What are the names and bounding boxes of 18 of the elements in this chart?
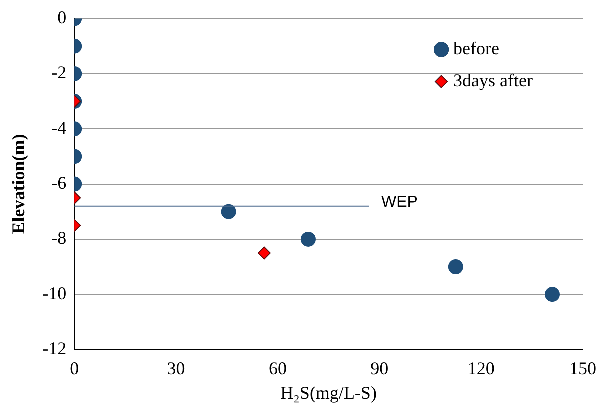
x-tick-label: 150 xyxy=(570,358,596,378)
x-tick-label: 90 xyxy=(370,358,389,378)
y-tick-label: -10 xyxy=(42,283,67,304)
y-tick-label: -4 xyxy=(52,118,67,138)
legend-label: 3days after xyxy=(454,70,534,91)
x-tick-label: 30 xyxy=(167,358,186,378)
y-tick-label: -6 xyxy=(52,173,67,194)
y-tick-label: -12 xyxy=(42,338,67,359)
y-tick-label: -2 xyxy=(52,62,67,83)
y-axis-title: Elevation(m) xyxy=(8,134,28,234)
x-tick-label: 60 xyxy=(268,358,287,378)
y-tick-label: 0 xyxy=(58,8,67,28)
x-tick-label: 0 xyxy=(70,358,80,378)
x-axis-title: H₂S(mg/L-S) xyxy=(280,382,377,403)
annotation: WEP xyxy=(381,194,418,211)
y-tick-label: -8 xyxy=(52,228,67,248)
x-tick-label: 120 xyxy=(468,358,495,378)
legend-label: before xyxy=(454,38,500,59)
